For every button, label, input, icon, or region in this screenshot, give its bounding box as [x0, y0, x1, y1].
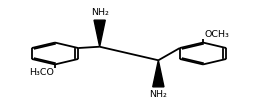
Text: NH₂: NH₂	[91, 8, 109, 17]
Text: NH₂: NH₂	[149, 90, 167, 99]
Text: OCH₃: OCH₃	[204, 30, 229, 39]
Text: H₃CO: H₃CO	[29, 68, 54, 77]
Polygon shape	[153, 60, 164, 87]
Polygon shape	[94, 20, 105, 47]
